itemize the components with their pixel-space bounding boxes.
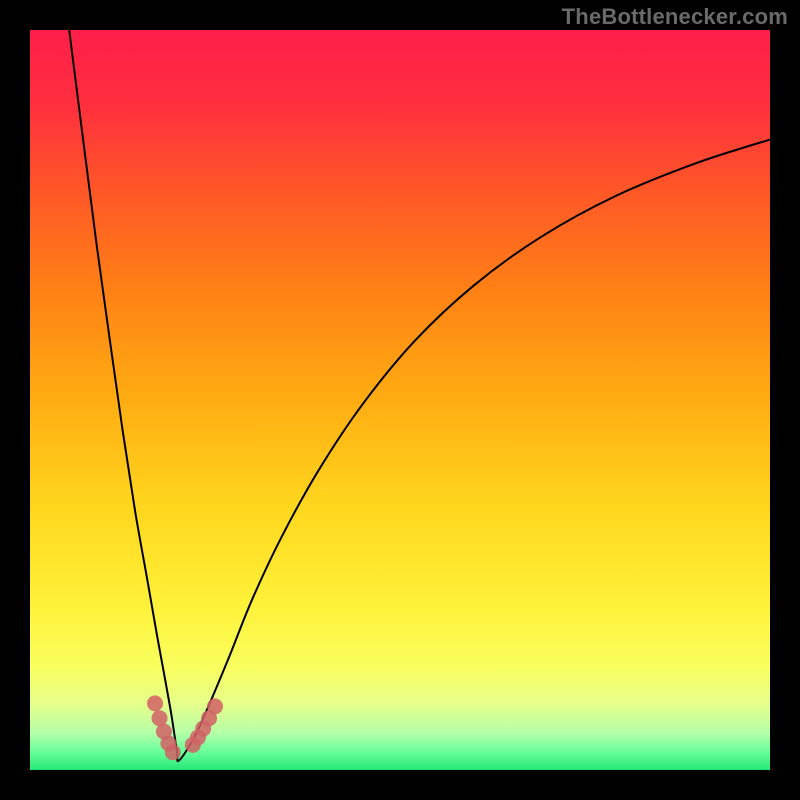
marker-point [207, 698, 223, 714]
chart-container: TheBottlenecker.com [0, 0, 800, 800]
bottleneck-chart [0, 0, 800, 800]
marker-point [147, 695, 163, 711]
watermark-text: TheBottlenecker.com [562, 4, 788, 30]
marker-point [165, 744, 181, 760]
plot-background [30, 30, 770, 770]
